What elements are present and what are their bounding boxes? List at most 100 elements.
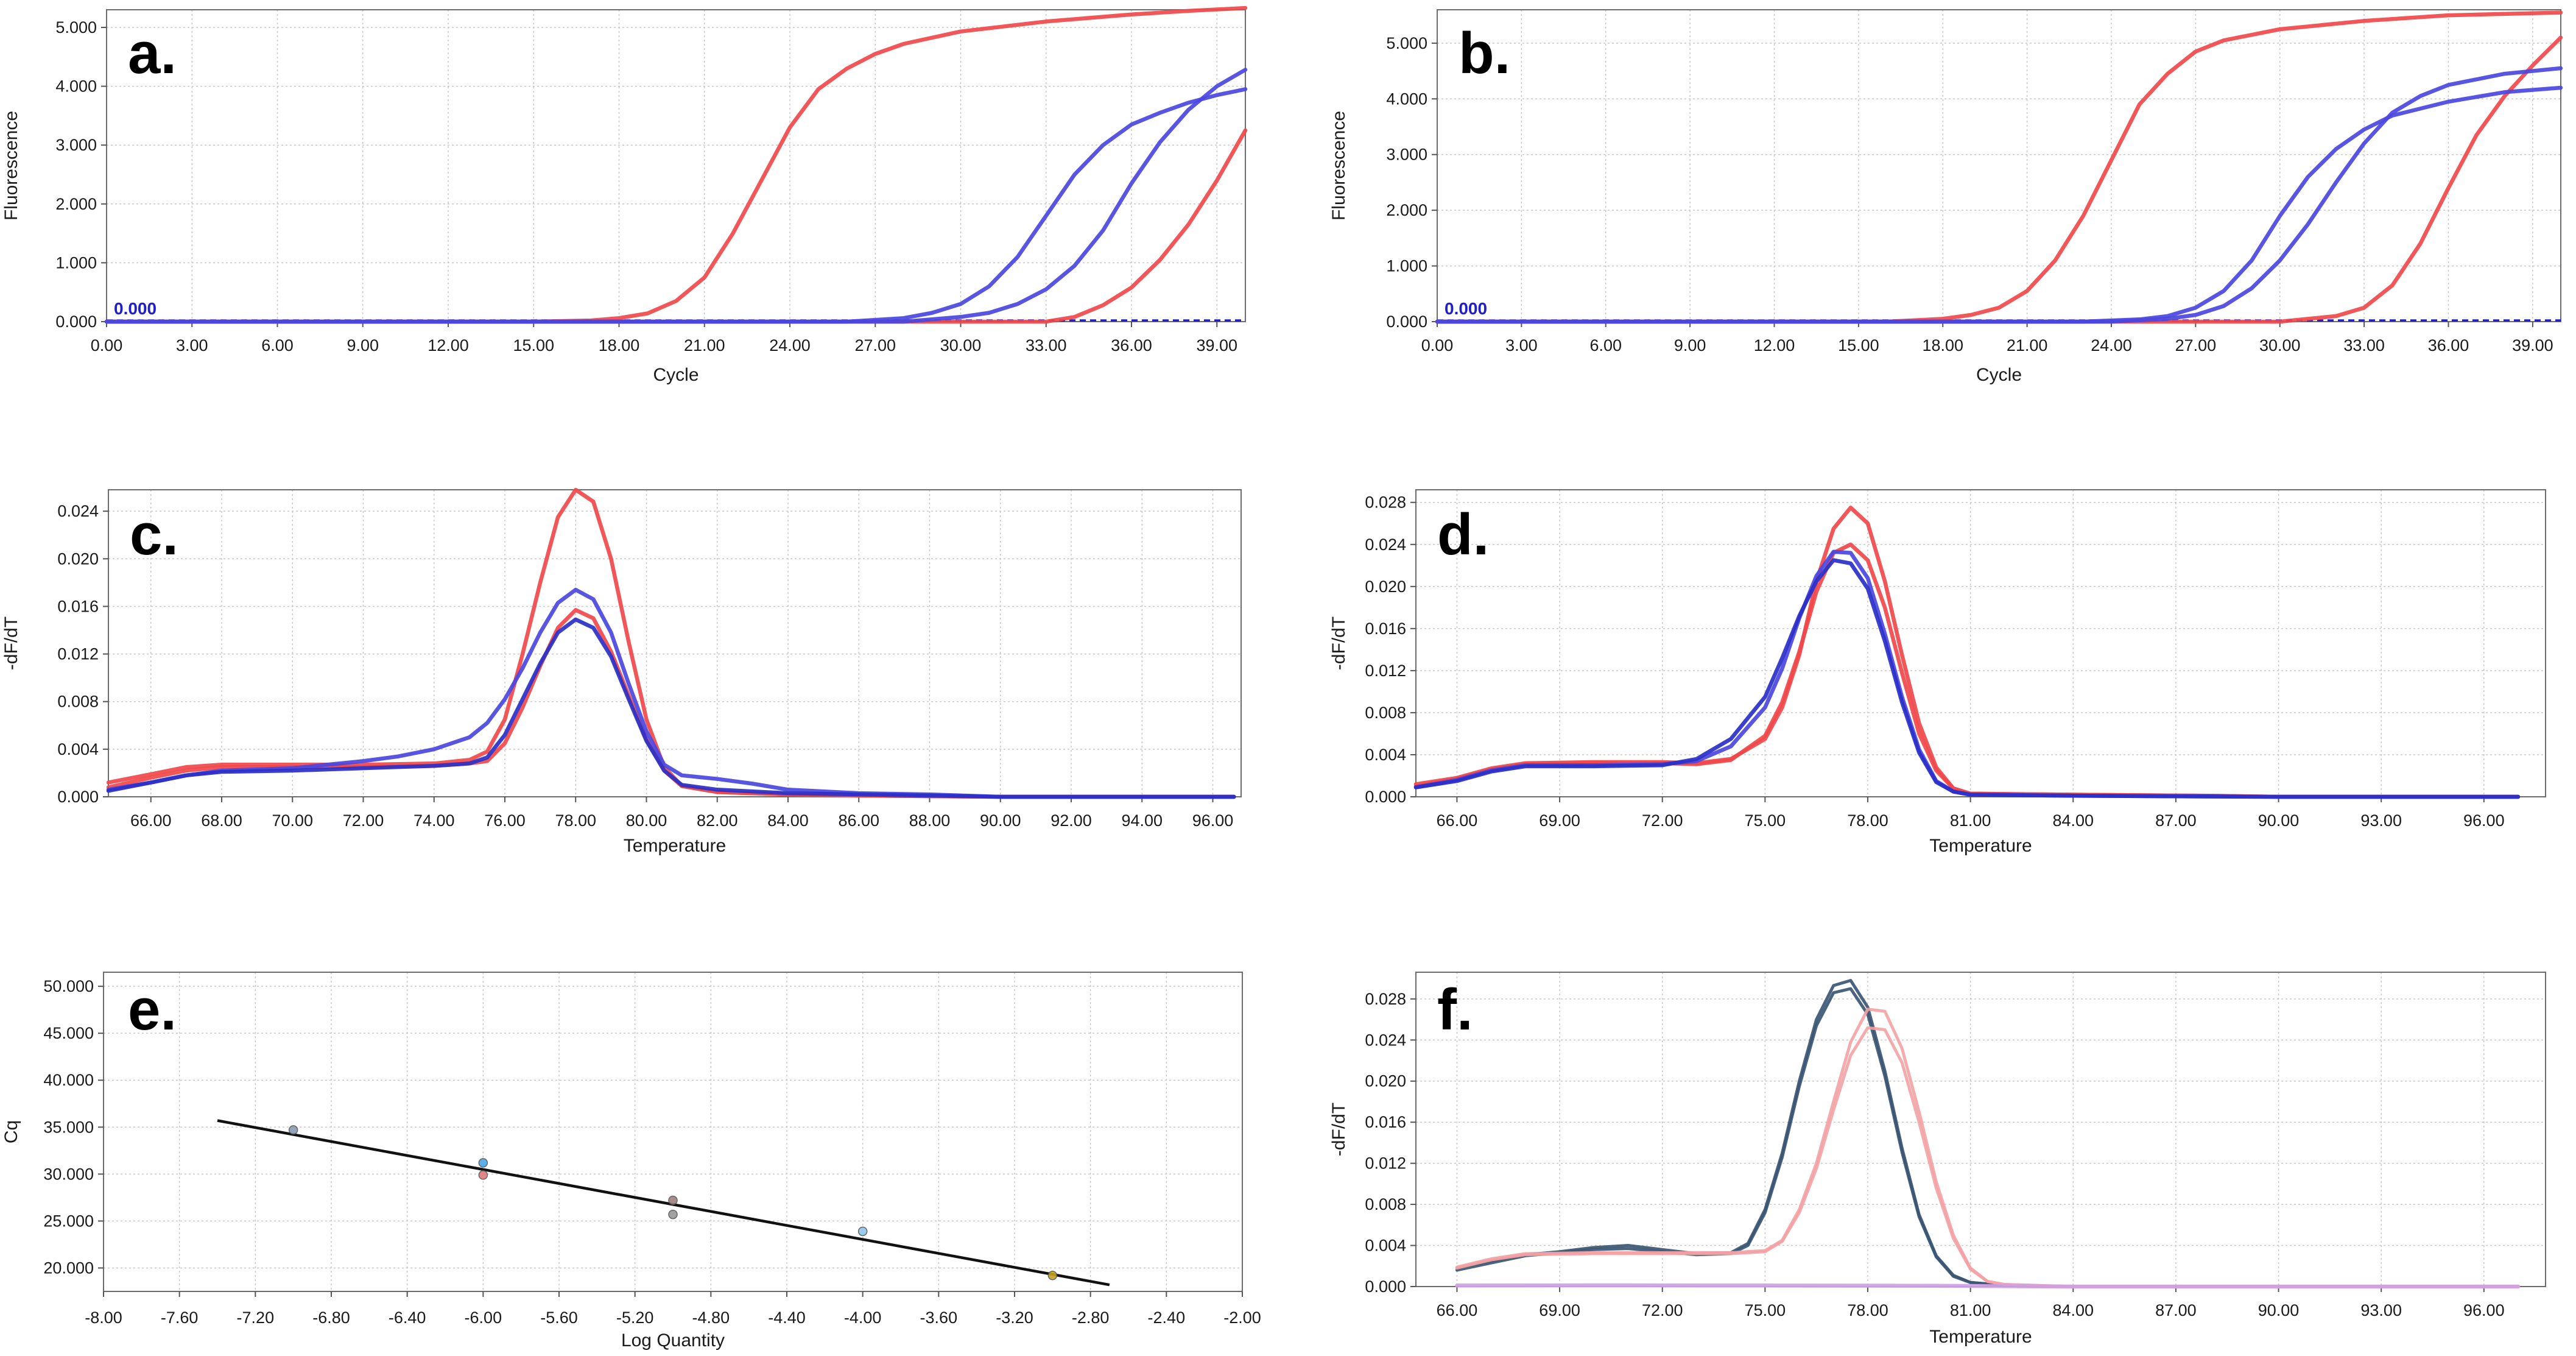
- x-tick-label: 90.00: [2258, 811, 2300, 830]
- x-tick-label: -3.20: [996, 1308, 1033, 1327]
- x-tick-label: 36.00: [1111, 336, 1152, 355]
- x-tick-label: 76.00: [484, 811, 526, 830]
- plot-frame: [108, 489, 1242, 797]
- y-tick-label: 50.000: [43, 977, 94, 995]
- x-tick-label: 84.00: [767, 811, 809, 830]
- x-tick-label: 87.00: [2155, 1301, 2197, 1319]
- x-tick-label: 0.00: [1421, 336, 1454, 355]
- x-tick-label: 90.00: [980, 811, 1021, 830]
- series-line-4: [1413, 558, 2521, 799]
- y-tick-label: 45.000: [43, 1024, 94, 1042]
- x-tick-label: -7.60: [161, 1308, 199, 1327]
- y-tick-label: 30.000: [43, 1165, 94, 1183]
- panel-label: d.: [1437, 502, 1489, 567]
- x-tick-label: 3.00: [1505, 336, 1538, 355]
- x-tick-label: 9.00: [347, 336, 379, 355]
- panel-label: b.: [1459, 21, 1510, 86]
- series-line-3: [104, 87, 1248, 324]
- series-line-4: [1455, 1026, 2520, 1288]
- x-tick-label: 39.00: [2512, 336, 2553, 355]
- y-tick-label: 0.008: [1365, 1195, 1406, 1213]
- y-tick-label: 0.000: [55, 313, 97, 331]
- x-tick-label: 81.00: [1950, 811, 1991, 830]
- scatter-point: [668, 1195, 678, 1206]
- x-tick-label: 72.00: [1642, 811, 1683, 830]
- panel-d: 66.00 69.00 72.00 75.00 78.00 81.00 84.00 87.00…: [1309, 475, 2576, 877]
- series-line-1: [104, 5, 1248, 324]
- y-tick-label: 0.004: [1365, 1237, 1406, 1255]
- x-tick-label: 6.00: [261, 336, 294, 355]
- plot-area: [108, 490, 1241, 797]
- y-tick-label: 3.000: [55, 136, 97, 154]
- x-tick-label: -8.00: [85, 1308, 122, 1327]
- y-tick-label: 0.016: [1365, 1113, 1406, 1131]
- plot-area: [1416, 490, 2546, 797]
- series-line-5: [1455, 1283, 2521, 1289]
- x-tick-label: -2.80: [1072, 1308, 1110, 1327]
- x-tick-label: 68.00: [201, 811, 242, 830]
- x-tick-label: 72.00: [343, 811, 384, 830]
- x-tick-label: 15.00: [1838, 336, 1879, 355]
- x-tick-label: 92.00: [1050, 811, 1092, 830]
- x-tick-label: 12.00: [1754, 336, 1795, 355]
- x-tick-label: -2.00: [1223, 1308, 1261, 1327]
- y-tick-label: 0.012: [57, 645, 99, 663]
- chart-c: 66.00 68.00 70.00 72.00 74.00 76.00 78.00 80.00…: [1, 487, 1242, 856]
- scatter-point: [478, 1170, 488, 1180]
- x-tick-label: 74.00: [413, 811, 455, 830]
- panel-a: 0.00 3.00 6.00 9.00 12.00 15.00 18.00 21.00 24.0…: [0, 0, 1267, 402]
- x-tick-label: 3.00: [176, 336, 208, 355]
- x-tick-label: 94.00: [1121, 811, 1163, 830]
- panel-label: c.: [130, 502, 178, 567]
- threshold-label: 0.000: [1445, 299, 1487, 318]
- y-tick-label: 0.004: [1365, 746, 1406, 764]
- y-axis-label: -dF/dT: [1329, 1103, 1349, 1156]
- x-tick-label: 0.00: [91, 336, 123, 355]
- x-tick-label: -6.80: [312, 1308, 350, 1327]
- x-tick-label: 75.00: [1745, 1301, 1786, 1319]
- chart-d: 66.00 69.00 72.00 75.00 78.00 81.00 84.00 87.00…: [1329, 489, 2546, 856]
- x-tick-label: -6.40: [389, 1308, 426, 1327]
- x-tick-label: 87.00: [2155, 811, 2197, 830]
- scatter-point: [1047, 1271, 1058, 1280]
- x-tick-label: -6.00: [465, 1308, 502, 1327]
- series-line-2: [104, 128, 1248, 324]
- x-axis-label: Cycle: [653, 365, 699, 385]
- y-tick-label: 0.020: [57, 549, 99, 568]
- chart-b: 0.00 3.00 6.00 9.00 12.00 15.00 18.00 21.00 24.0…: [1329, 9, 2563, 385]
- x-tick-label: 6.00: [1589, 336, 1622, 355]
- panel-e: -8.00 -7.60 -7.20 -6.80 -6.40 -6.00 -5.60 -5.20…: [0, 950, 1267, 1356]
- x-tick-label: 69.00: [1539, 1301, 1580, 1319]
- series-line-4: [1435, 66, 2563, 324]
- series-line-4: [106, 617, 1236, 799]
- y-axis-label: Fluorescence: [1, 111, 21, 221]
- x-tick-label: 72.00: [1642, 1301, 1683, 1319]
- chart-f: 66.00 69.00 72.00 75.00 78.00 81.00 84.00 87.00…: [1329, 972, 2546, 1347]
- x-tick-label: 84.00: [2052, 811, 2094, 830]
- series-line-2: [1455, 987, 2520, 1288]
- x-tick-label: -5.60: [540, 1308, 578, 1327]
- y-tick-label: 0.020: [1365, 577, 1406, 596]
- y-axis-label: -dF/dT: [1329, 616, 1349, 670]
- chart-a: 0.00 3.00 6.00 9.00 12.00 15.00 18.00 21.00 24.0…: [1, 5, 1248, 385]
- series-line-3: [106, 587, 1236, 799]
- x-tick-label: 12.00: [428, 336, 469, 355]
- series-line-4: [104, 68, 1248, 324]
- panel-label: f.: [1437, 977, 1473, 1042]
- x-tick-label: 30.00: [940, 336, 982, 355]
- chart-e: -8.00 -7.60 -7.20 -6.80 -6.40 -6.00 -5.60 -5.20…: [1, 972, 1261, 1351]
- threshold-label: 0.000: [114, 299, 157, 318]
- y-tick-label: 0.012: [1365, 662, 1406, 680]
- y-tick-label: 1.000: [1386, 257, 1427, 275]
- x-tick-label: 66.00: [1437, 811, 1478, 830]
- y-tick-label: 2.000: [55, 195, 97, 213]
- x-tick-label: -4.00: [844, 1308, 882, 1327]
- y-tick-label: 0.008: [1365, 704, 1406, 722]
- y-tick-label: 0.028: [1365, 990, 1406, 1008]
- panel-b: 0.00 3.00 6.00 9.00 12.00 15.00 18.00 21.00 24.0…: [1309, 0, 2576, 402]
- x-tick-label: -3.60: [920, 1308, 958, 1327]
- y-tick-label: 0.016: [57, 597, 99, 615]
- y-tick-label: 4.000: [55, 77, 97, 96]
- x-tick-label: 21.00: [684, 336, 725, 355]
- y-tick-label: 40.000: [43, 1071, 94, 1089]
